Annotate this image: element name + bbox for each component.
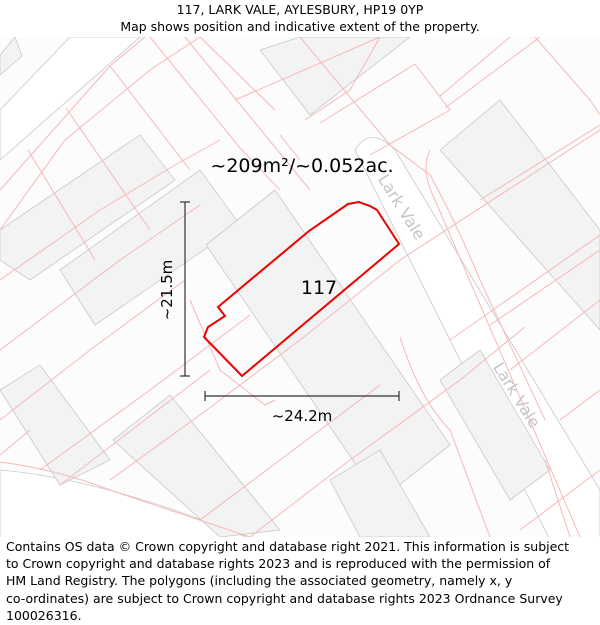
building xyxy=(0,37,23,76)
road-northwest xyxy=(0,37,141,161)
building xyxy=(329,449,431,537)
plot-number-label: 117 xyxy=(301,277,337,299)
area-label: ~209m²/~0.052ac. xyxy=(210,155,393,177)
copyright-line: co-ordinates) are subject to Crown copyr… xyxy=(6,590,563,606)
map-canvas[interactable]: ~209m²/~0.052ac. 117 ~21.5m ~24.2m Lark … xyxy=(0,37,600,537)
parcel-lines xyxy=(0,37,600,537)
copyright-line: 100026316. xyxy=(6,607,82,623)
vertical-dimension-label: ~21.5m xyxy=(158,260,176,321)
copyright-notice: Contains OS data © Crown copyright and d… xyxy=(6,538,596,624)
building xyxy=(112,394,281,537)
buildings xyxy=(0,37,600,537)
measure-horizontal xyxy=(204,391,400,401)
building xyxy=(439,349,551,501)
map-subtitle: Map shows position and indicative extent… xyxy=(120,19,480,34)
building xyxy=(205,189,451,501)
copyright-line: to Crown copyright and database rights 2… xyxy=(6,556,551,572)
horizontal-dimension-label: ~24.2m xyxy=(272,407,333,425)
measure-vertical xyxy=(180,201,190,377)
building xyxy=(0,364,111,486)
property-boundary[interactable] xyxy=(202,200,401,378)
roads xyxy=(0,37,600,537)
road-southwest xyxy=(0,469,247,537)
copyright-line: Contains OS data © Crown copyright and d… xyxy=(6,539,570,554)
copyright-line: HM Land Registry. The polygons (includin… xyxy=(6,573,513,589)
building xyxy=(0,134,176,281)
building xyxy=(439,99,600,331)
building xyxy=(259,37,411,116)
map-title: 117, LARK VALE, AYLESBURY, HP19 0YP xyxy=(176,2,424,17)
road-lark-vale xyxy=(354,137,600,537)
